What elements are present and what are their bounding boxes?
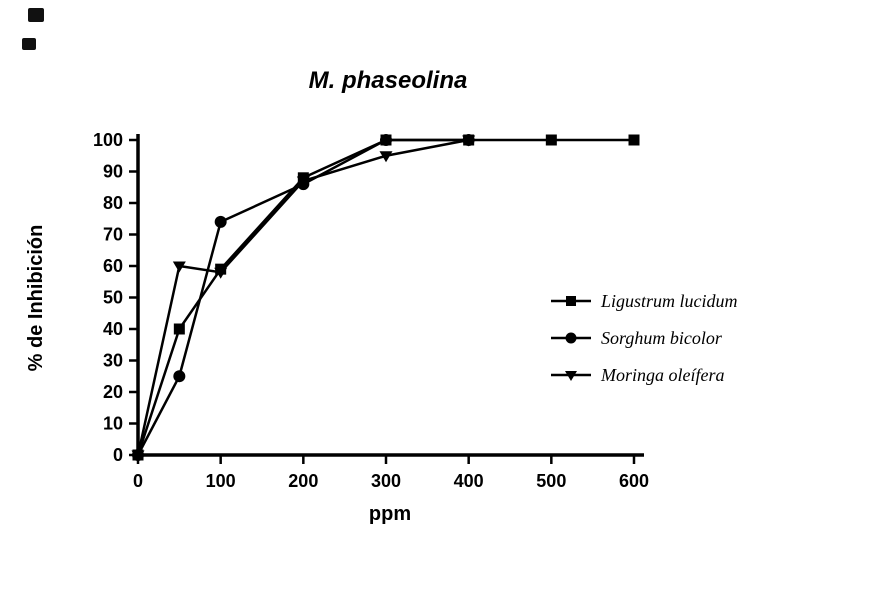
series-line: [136, 138, 634, 456]
series-2: [131, 135, 476, 462]
marker-triangle-down: [172, 261, 186, 273]
y-tick-label: 50: [103, 288, 123, 308]
y-tick-label: 100: [93, 130, 123, 150]
series-line: [136, 138, 469, 456]
marker-square: [545, 134, 557, 146]
x-tick-label: 0: [133, 471, 143, 491]
x-tick-label: 100: [206, 471, 236, 491]
x-tick-label: 600: [619, 471, 649, 491]
marker-triangle-down: [379, 151, 393, 163]
marker-square: [628, 134, 640, 146]
legend-label: Sorghum bicolor: [601, 328, 723, 348]
y-tick-label: 30: [103, 351, 123, 371]
x-tick-label: 400: [454, 471, 484, 491]
marker-circle: [565, 332, 577, 344]
y-tick-label: 80: [103, 193, 123, 213]
marker-square: [566, 296, 576, 306]
y-tick-label: 60: [103, 256, 123, 276]
y-tick-label: 20: [103, 382, 123, 402]
marker-circle: [214, 215, 227, 228]
legend: Ligustrum lucidum Sorghum bicolor Moringa …: [551, 291, 738, 385]
scan-artifact: [22, 8, 44, 50]
y-axis-label: % de Inhibición: [25, 225, 47, 372]
series-lines: [131, 134, 640, 462]
marker-triangle-down: [131, 450, 145, 462]
marker-triangle-down: [296, 176, 310, 188]
legend-label: Ligustrum lucidum: [600, 291, 738, 311]
marker-triangle-down: [565, 371, 577, 381]
legend-label: Moringa oleífera: [600, 365, 725, 385]
y-tick-label: 40: [103, 319, 123, 339]
marker-triangle-down: [462, 135, 476, 147]
y-tick-label: 70: [103, 225, 123, 245]
x-axis-label: ppm: [369, 503, 411, 525]
y-tick-label: 10: [103, 414, 123, 434]
marker-square: [173, 323, 185, 335]
series-line: [136, 138, 469, 456]
x-tick-label: 200: [288, 471, 318, 491]
legend-item: Ligustrum lucidum: [551, 291, 738, 311]
y-tick-label: 0: [113, 445, 123, 465]
marker-triangle-down: [214, 267, 228, 279]
x-tick-label: 500: [536, 471, 566, 491]
legend-item: Moringa oleífera: [551, 365, 725, 385]
legend-item: Sorghum bicolor: [551, 328, 723, 348]
axes: 0 100 200 300 400 500 600 0 10 20 30 40 50 60 70 80 90 10…: [93, 130, 649, 491]
marker-circle: [173, 370, 186, 383]
marker-circle: [380, 134, 392, 146]
series-0: [132, 134, 640, 461]
y-tick-label: 90: [103, 162, 123, 182]
x-tick-label: 300: [371, 471, 401, 491]
chart-title: M. phaseolina: [309, 67, 468, 94]
